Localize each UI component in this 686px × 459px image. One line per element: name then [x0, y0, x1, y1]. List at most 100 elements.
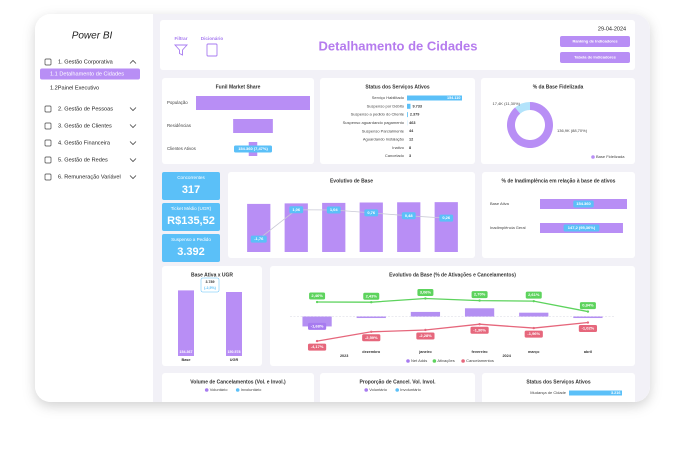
value-label: 1,06 [292, 207, 301, 212]
x-tick-label: janeiro [418, 350, 432, 354]
chart-title: Evolutivo de Base [330, 178, 373, 184]
kpi-value: 3.392 [177, 246, 205, 258]
legend-swatch [406, 359, 410, 363]
net-bar [356, 316, 386, 319]
net-bar [573, 316, 603, 319]
value-label: 0,26 [442, 215, 451, 220]
value-label: 9.733 [412, 104, 422, 108]
value-label-box [416, 332, 435, 340]
menu-item[interactable]: 1. Gestão Corporativa [58, 59, 114, 65]
value-label-box [471, 291, 488, 299]
value-label: 17,4K (11,30%) [493, 101, 521, 106]
legend-label: Net Adds [411, 358, 427, 363]
legend-label: Base Fidelizada [596, 154, 625, 159]
value-label: -4,17% [311, 344, 324, 349]
bar [569, 390, 622, 396]
menu-active-bg[interactable] [40, 68, 140, 80]
legend-swatch [432, 359, 437, 363]
point [586, 310, 590, 313]
value-label-box [525, 291, 542, 299]
value-label: -1,02% [582, 326, 595, 331]
menu-chevron[interactable] [129, 107, 137, 112]
value-label-box [524, 330, 543, 338]
chart-card [482, 172, 635, 258]
bar [397, 202, 421, 252]
chart-card [482, 373, 635, 402]
category-label: Suspenso a pedido do Cliente [351, 112, 405, 117]
value-label: 150.578 [228, 350, 241, 354]
bar [322, 202, 346, 252]
menu-chevron[interactable] [129, 141, 137, 146]
value-label: 3.216 [611, 391, 621, 395]
legend-label: Involuntário [241, 387, 262, 392]
menu-chevron[interactable] [129, 175, 137, 180]
value-label: 2,43% [366, 293, 378, 298]
net-bar [464, 308, 495, 317]
value-label-box [573, 200, 594, 208]
year-label: 2024 [502, 354, 511, 358]
menu-item[interactable]: 1.1 Detalhamento de Cidades [50, 71, 124, 77]
header-button-label[interactable]: Ranking de Indicadores [572, 39, 618, 44]
content: 1. Gestão Corporativa 1.1 Detalhamento de… [40, 36, 635, 402]
point [370, 330, 373, 333]
legend-swatch [364, 388, 369, 392]
menu-icon [44, 58, 52, 66]
value-label: 12 [409, 138, 413, 142]
menu-item[interactable]: 1.2Painel Executivo [50, 85, 99, 91]
value-label-box [579, 302, 596, 310]
menu-chevron[interactable] [129, 158, 137, 163]
menu-item[interactable]: 2. Gestão de Pessoas [58, 106, 113, 112]
x-tick-label: dezembro [362, 350, 381, 354]
x-tick-label: março [528, 350, 540, 354]
point [532, 326, 535, 330]
menu-chevron[interactable] [129, 59, 137, 64]
net-bar [410, 311, 441, 317]
chart-card [162, 373, 314, 402]
legend-label: Cancelamentos [466, 358, 494, 363]
value-label: 44 [409, 129, 414, 133]
value-label-box [364, 209, 379, 217]
value-label: 2,46% [311, 293, 323, 298]
kpi-value: 317 [182, 184, 200, 196]
bar [407, 103, 411, 109]
chart-title: % de Inadimplência em relação à base de … [502, 178, 616, 184]
menu-chevron[interactable] [129, 124, 137, 129]
value-label-box [563, 224, 600, 232]
menu-item[interactable]: 6. Remuneração Variável [58, 174, 121, 180]
menu-item[interactable]: 3. Gestão de Clientes [58, 123, 112, 129]
category-label: Serviço Habilitado [372, 95, 405, 100]
value-label: 2,70% [474, 292, 486, 297]
category-label: Suspenso por Débito [367, 103, 405, 108]
menu-item[interactable]: 5. Gestão de Redes [58, 157, 108, 163]
dictionary-button[interactable]: Dicionário [201, 36, 224, 41]
header-button[interactable] [560, 52, 630, 63]
point [370, 301, 373, 304]
value-label-box [439, 214, 454, 222]
menu-item[interactable]: 4. Gestão Financeira [58, 140, 111, 146]
header-button[interactable] [560, 36, 630, 47]
value-label-box [417, 288, 434, 296]
header-card [160, 20, 635, 70]
value-label: 0,48 [405, 213, 414, 218]
bar [247, 203, 271, 252]
net-bar [302, 316, 332, 327]
value-label-box [250, 235, 267, 243]
value-label: -1,30% [473, 327, 486, 332]
filter-icon[interactable] [173, 44, 189, 56]
filter-button[interactable]: Filtrar [174, 36, 187, 41]
net-bar [519, 312, 549, 317]
dictionary-icon[interactable] [206, 43, 218, 57]
point [532, 299, 535, 303]
category-label: UGR [230, 358, 239, 362]
chart-title: Status dos Serviços Ativos [365, 84, 429, 90]
value-label: 136,9K (88,70%) [557, 128, 588, 133]
category-label: Mudança de Cidade [530, 390, 567, 395]
kpi-card [162, 234, 220, 262]
value-label-box [401, 212, 416, 220]
header-button-label[interactable]: Tabela de Indicadores [574, 55, 616, 60]
menu-icon [44, 139, 52, 147]
value-label: 8 [409, 146, 411, 150]
value-label: 154.110 [447, 96, 461, 100]
legend-swatch [204, 388, 209, 392]
legend-swatch [461, 359, 465, 363]
